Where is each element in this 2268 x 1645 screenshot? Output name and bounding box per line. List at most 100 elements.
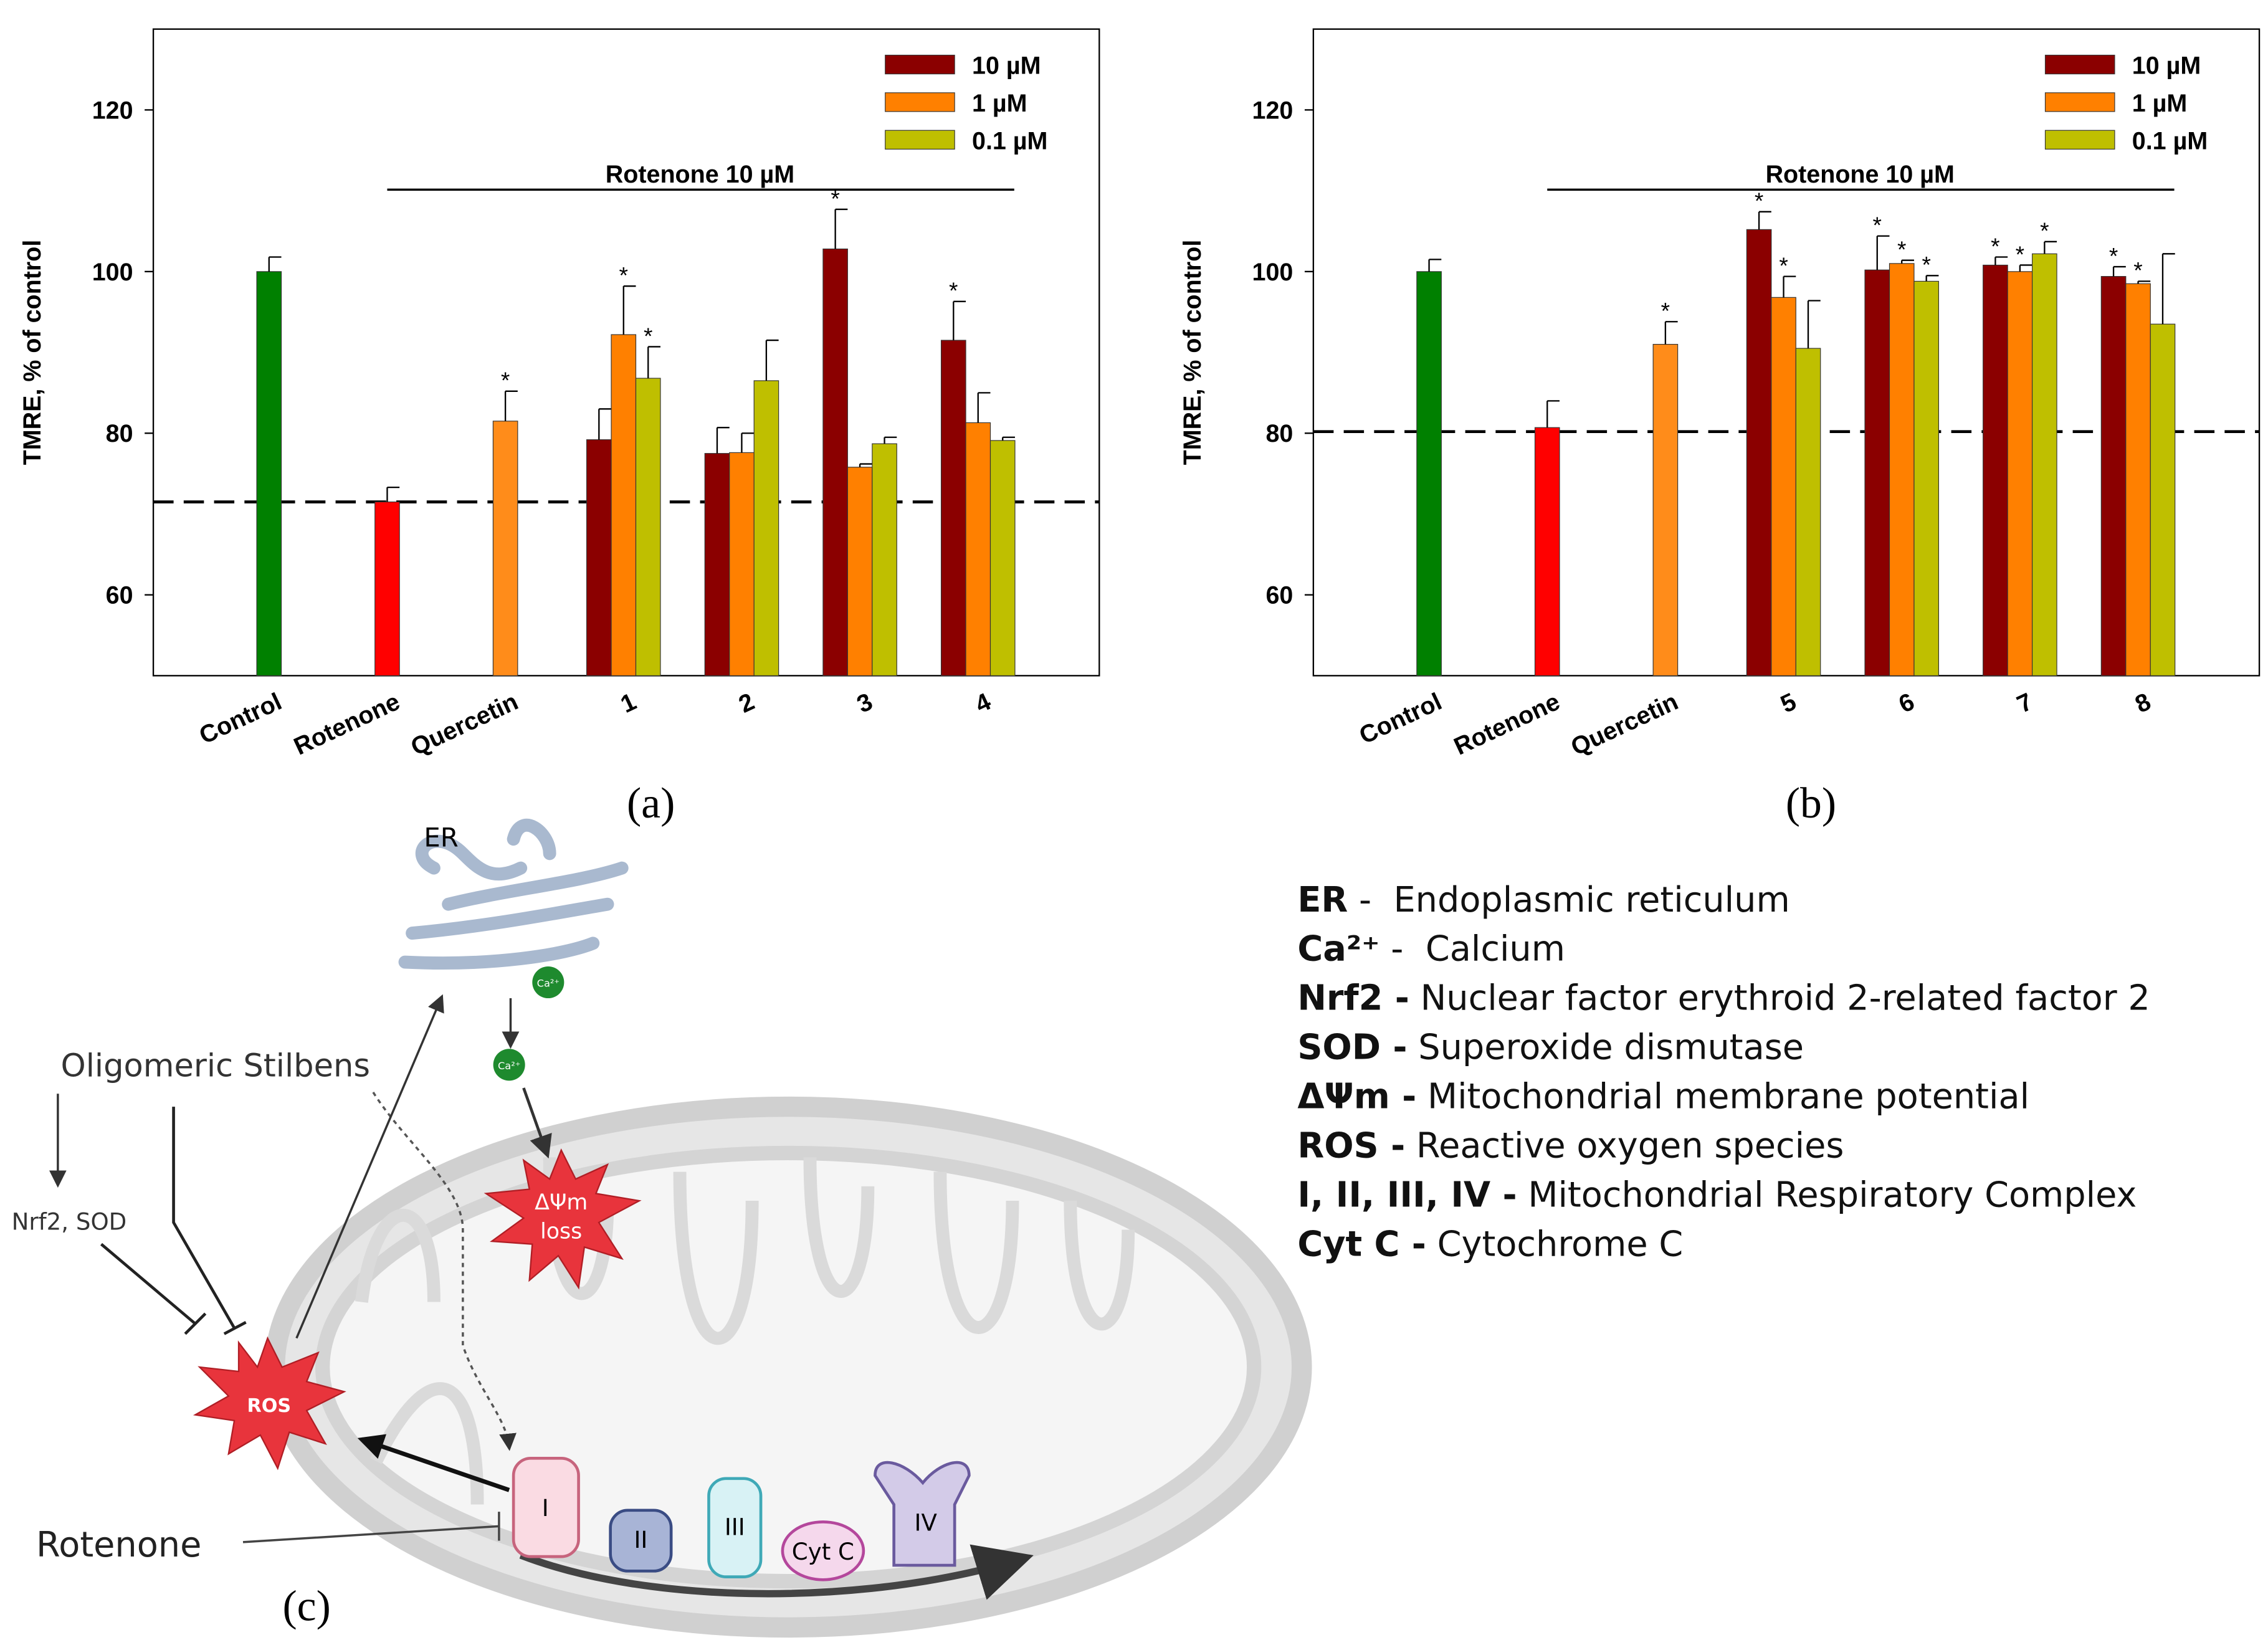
x-tick-label: 3 [853,688,877,718]
x-tick-label: Quercetin [407,688,523,761]
potential-label: loss [540,1219,582,1244]
complex-label: II [634,1527,647,1553]
significance: * [2040,217,2049,244]
x-tick-label: Control [1355,688,1446,750]
error-bar [2137,280,2151,284]
error-bar [2044,241,2057,254]
complex-label: I [542,1495,549,1522]
calcium-ion [532,966,565,999]
ros-burst [193,1336,346,1471]
arrow [295,994,444,1339]
inhibition [100,1242,207,1335]
x-tick-label: Control [195,688,286,750]
bar [872,443,897,676]
bar [1771,297,1796,676]
error-bar [1901,259,1914,264]
y-tick-label: 80 [106,420,133,447]
x-tick-label: 1 [616,688,640,718]
error-bar [647,346,660,379]
glossary-description: Superoxide dismutase [1408,1028,1804,1068]
glossary-entry: Ca²⁺ - Calcium [1297,929,1565,970]
bar [822,248,848,676]
error-bar [834,208,848,249]
calcium-ion [493,1049,525,1081]
er-shape [398,818,629,970]
bar [704,453,730,676]
error-bar [598,408,612,440]
significance: * [949,277,958,303]
bracket-label: Rotenone 10 µM [1766,161,1955,188]
error-bar [2112,265,2126,277]
er-label: ER [424,822,458,852]
glossary: ER - Endoplasmic reticulum Ca²⁺ - Calcium… [1297,880,2150,1265]
significance: * [644,323,652,349]
significance: * [2016,241,2024,267]
stilbens-label: Oligomeric Stilbens [61,1047,370,1084]
y-tick-label: 100 [92,259,133,286]
bar [2032,253,2057,676]
legend-swatch [2044,54,2115,75]
y-tick-label: 60 [1265,582,1293,609]
glossary-term: ΔΨm - [1297,1076,1416,1117]
y-tick-label: 80 [1265,420,1293,447]
y-axis-label: TMRE, % of control [1179,240,1206,465]
error-bar [1783,275,1796,298]
error-bar [953,300,966,341]
complex [781,1520,865,1581]
inhibition [172,1107,247,1335]
glossary-term: Cyt C - [1297,1224,1426,1264]
significance: * [1661,298,1670,324]
bar [2125,283,2151,676]
complex-label: Cyt C [792,1538,854,1565]
glossary-term: ER [1297,880,1348,920]
bar [635,378,661,676]
glossary-description: - Endoplasmic reticulum [1348,880,1789,920]
nrf2-label: Nrf2, SOD [12,1208,127,1235]
x-tick-label: 5 [1776,688,1800,718]
bracket-label: Rotenone 10 µM [606,161,794,188]
y-tick-label: 100 [1252,259,1294,286]
dotted-arrow [372,1092,517,1451]
legend-swatch [885,130,955,150]
x-tick-label: 4 [971,688,995,718]
error-bar [1002,436,1015,441]
calcium-label: Ca²⁺ [498,1060,520,1072]
x-tick-label: Rotenone [1450,688,1564,761]
glossary-term: ROS - [1297,1125,1405,1166]
bar [2150,323,2176,676]
potential-loss-burst [484,1148,642,1290]
electron-flow [519,1544,1034,1600]
glossary-description: Cytochrome C [1426,1224,1683,1264]
glossary-entry: ΔΨm - Mitochondrial membrane potential [1297,1076,2029,1117]
x-tick-label: Quercetin [1566,688,1682,761]
glossary-description: - Calcium [1380,929,1565,970]
inhibition [242,1512,500,1543]
bar [1416,271,1442,676]
bar [1534,427,1560,676]
error-bar [1925,275,1939,282]
glossary-description: Reactive oxygen species [1405,1125,1844,1166]
x-tick-label: 8 [2131,688,2155,718]
y-tick-label: 120 [92,97,133,124]
y-tick-label: 120 [1252,97,1294,124]
glossary-entry: Nrf2 - Nuclear factor erythroid 2-relate… [1297,978,2150,1019]
error-bar [622,285,636,335]
legend-label: 0.1 µM [972,127,1047,155]
error-bar [977,392,991,423]
cristae [355,1157,1135,1505]
panel-label: (a) [627,780,675,827]
error-bar [386,486,400,502]
error-bar [2161,253,2175,325]
error-bar [859,463,872,467]
calcium-label: Ca²⁺ [537,977,560,989]
legend-label: 0.1 µM [2132,127,2208,155]
x-tick-label: 7 [2013,688,2036,718]
glossary-term: SOD - [1297,1028,1407,1068]
error-bar [268,256,282,272]
error-bar [716,427,730,454]
bar [492,421,518,676]
bar [847,467,873,676]
error-bar [741,432,755,453]
glossary-description: Mitochondrial Respiratory Complex [1517,1175,2137,1215]
